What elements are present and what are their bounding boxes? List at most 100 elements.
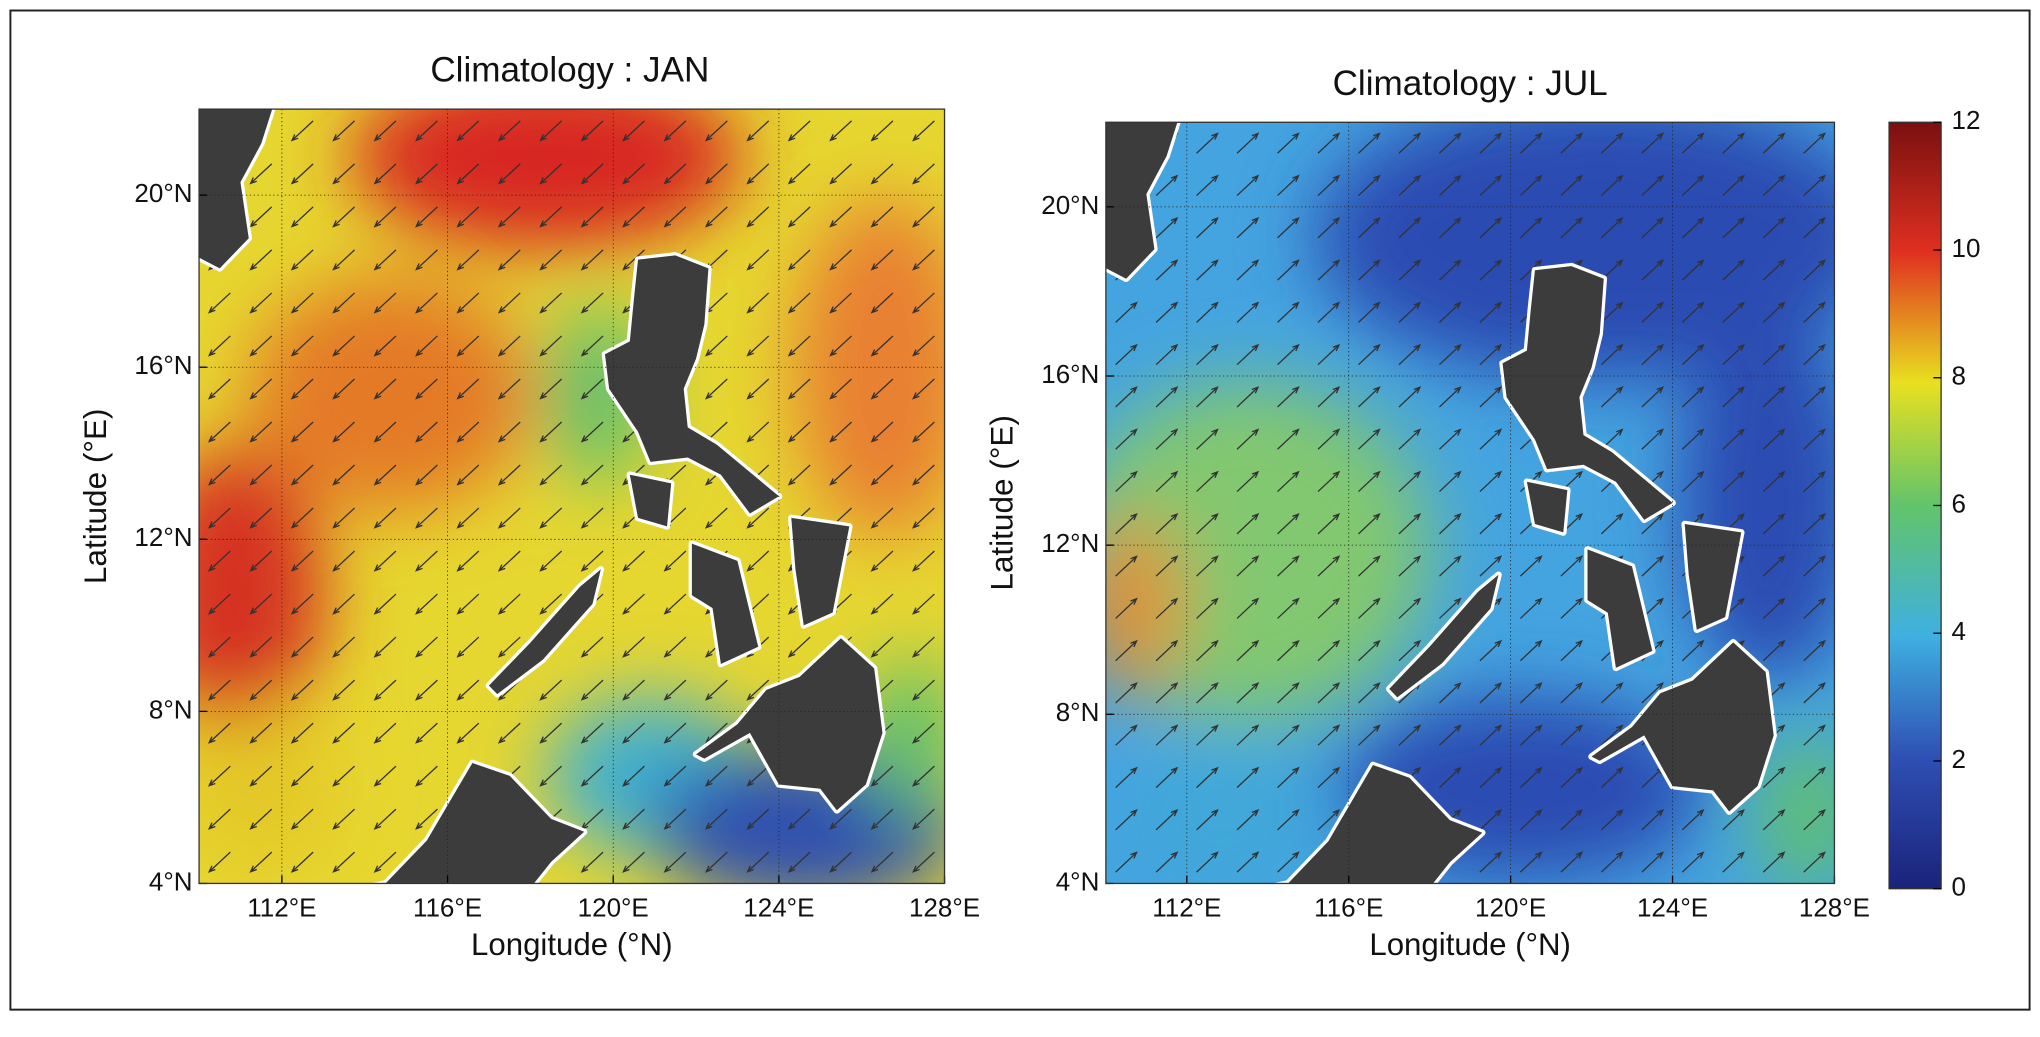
- wind-arrow: [912, 593, 935, 615]
- wind-arrow: [1681, 132, 1705, 154]
- wind-arrow: [249, 679, 273, 701]
- wind-arrow: [912, 163, 935, 185]
- wind-arrow: [373, 765, 397, 787]
- wind-arrow: [1641, 555, 1664, 577]
- wind-arrow: [746, 679, 770, 701]
- wind-arrow: [912, 292, 935, 314]
- wind-arrow: [1277, 301, 1300, 323]
- wind-arrow: [1722, 301, 1745, 323]
- wind-arrow: [704, 765, 728, 787]
- wind-arrow: [1358, 639, 1381, 662]
- wind-arrow: [497, 378, 521, 400]
- wind-arrow: [249, 421, 273, 443]
- wind-arrow: [1439, 216, 1462, 239]
- wind-arrow: [1762, 851, 1786, 873]
- wind-arrow: [1641, 386, 1664, 408]
- wind-arrow: [580, 550, 604, 572]
- wind-arrow: [1196, 639, 1219, 662]
- x-tick-label: 124°E: [1637, 893, 1708, 923]
- wind-arrow: [870, 421, 894, 443]
- wind-arrow: [870, 335, 894, 357]
- wind-arrow: [580, 851, 604, 873]
- wind-arrow: [580, 120, 604, 142]
- wind-arrow: [1236, 174, 1260, 197]
- wind-arrow: [1115, 766, 1138, 789]
- wind-arrow: [1722, 851, 1745, 873]
- wind-arrow: [415, 335, 438, 357]
- wind-arrow: [704, 163, 728, 185]
- wind-arrow: [1439, 428, 1462, 450]
- wind-arrow: [249, 163, 273, 185]
- wind-arrow: [497, 722, 521, 744]
- wind-arrow: [1762, 343, 1786, 366]
- wind-arrow: [1803, 216, 1826, 239]
- wind-arrow: [829, 120, 852, 142]
- wind-arrow: [1196, 809, 1219, 831]
- wind-arrow: [539, 679, 563, 701]
- wind-arrow: [332, 206, 356, 228]
- wind-arrow: [870, 292, 894, 314]
- land: [485, 566, 605, 698]
- wind-arrow: [1196, 597, 1219, 619]
- wind-arrow: [870, 464, 894, 486]
- wind-arrow: [497, 120, 521, 142]
- wind-arrow: [1317, 216, 1341, 239]
- wind-arrow: [1236, 766, 1260, 789]
- wind-arrow: [1317, 174, 1341, 197]
- wind-arrow: [1762, 386, 1786, 408]
- wind-arrow: [1196, 174, 1219, 197]
- wind-arrow: [415, 507, 438, 529]
- wind-arrow: [1155, 386, 1179, 408]
- wind-arrow: [1803, 343, 1826, 366]
- wind-arrow: [1317, 639, 1341, 662]
- wind-arrow: [1519, 555, 1543, 577]
- wind-arrow: [746, 421, 770, 443]
- wind-arrow: [373, 249, 397, 271]
- wind-arrow: [580, 421, 604, 443]
- wind-arrow: [332, 722, 356, 744]
- wind-arrow: [1358, 343, 1381, 366]
- wind-arrow: [249, 851, 273, 873]
- wind-arrow: [746, 550, 770, 572]
- wind-arrow: [249, 550, 273, 572]
- land: [199, 109, 276, 272]
- wind-arrow: [829, 249, 852, 271]
- wind-arrow: [456, 593, 480, 615]
- wind-arrow: [1358, 386, 1381, 408]
- wind-arrow: [1277, 386, 1300, 408]
- wind-arrow: [415, 593, 438, 615]
- wind-arrow: [332, 378, 356, 400]
- wind-arrow: [1196, 512, 1219, 535]
- wind-arrow: [1479, 682, 1503, 704]
- wind-arrow: [456, 378, 480, 400]
- x-axis-label: Longitude (°N): [471, 927, 673, 962]
- wind-arrow: [373, 679, 397, 701]
- wind-arrow: [1762, 766, 1786, 789]
- wind-arrow: [1439, 766, 1462, 789]
- wind-arrow: [456, 335, 480, 357]
- wind-arrow: [1762, 301, 1786, 323]
- wind-arrow: [1722, 470, 1745, 493]
- wind-arrow: [870, 550, 894, 572]
- figure-border: [9, 9, 2031, 1011]
- wind-arrow: [1803, 555, 1826, 577]
- wind-arrow: [622, 679, 645, 701]
- wind-arrow: [622, 163, 645, 185]
- wind-arrow: [332, 507, 356, 529]
- wind-arrow: [1762, 428, 1786, 450]
- wind-arrow: [1196, 301, 1219, 323]
- wind-arrow: [704, 808, 728, 830]
- wind-arrow: [1155, 682, 1179, 704]
- wind-arrow: [1722, 216, 1745, 239]
- wind-arrow: [539, 378, 563, 400]
- wind-arrow: [1398, 639, 1422, 662]
- wind-arrow: [497, 421, 521, 443]
- wind-arrow: [746, 206, 770, 228]
- wind-arrow: [415, 636, 438, 658]
- wind-arrow: [1277, 724, 1300, 746]
- wind-arrow: [787, 120, 811, 142]
- wind-arrow: [1277, 343, 1300, 366]
- wind-arrow: [1439, 470, 1462, 493]
- wind-arrow: [1398, 724, 1422, 746]
- land: [1385, 571, 1502, 701]
